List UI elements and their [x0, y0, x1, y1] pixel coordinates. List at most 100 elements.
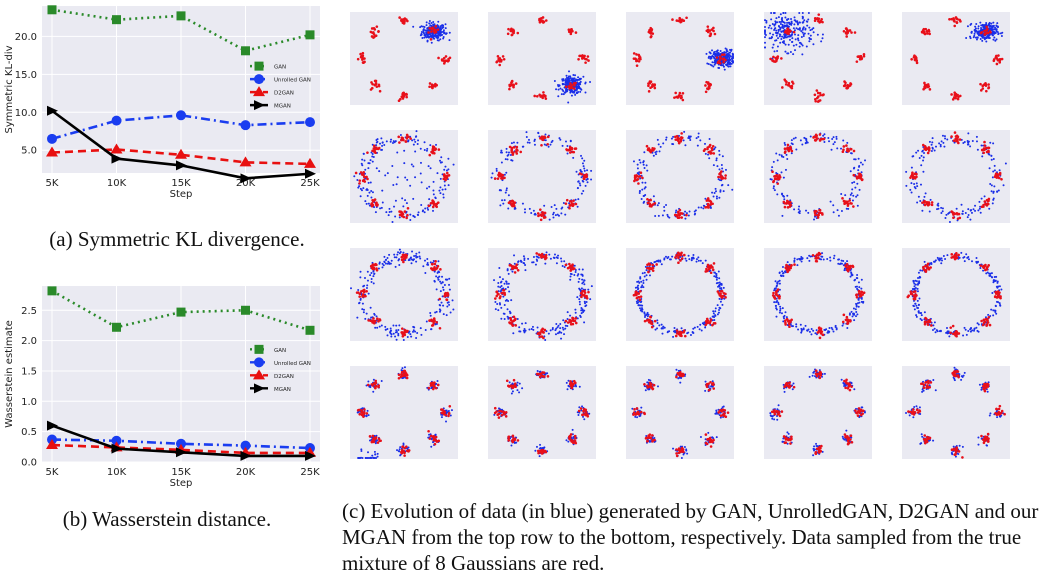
legend-marker: [254, 357, 264, 368]
scatter-cell: [626, 248, 734, 341]
y-axis-label: Symmetric KL-div: [4, 45, 15, 133]
real-points: [906, 252, 1002, 338]
generated-points: [632, 130, 734, 220]
scatter-cell: [626, 12, 734, 105]
data-point: [46, 439, 58, 450]
scatter-cell: [764, 12, 872, 105]
caption-b: (b) Wasserstein distance.: [62, 507, 272, 531]
x-tick-label: 5K: [46, 467, 59, 478]
data-point: [240, 440, 251, 451]
x-tick-label: 5K: [46, 178, 59, 189]
scatter-cell: [902, 248, 1010, 341]
data-point: [240, 450, 252, 461]
series-line: [51, 114, 311, 141]
data-point: [47, 420, 58, 431]
series-d2gan: [46, 143, 316, 168]
scatter-evolution-grid: [350, 12, 1010, 459]
data-point: [176, 110, 186, 121]
cell-background: [902, 248, 1010, 341]
data-point: [47, 286, 57, 296]
y-tick-labels: 0.0 0.5 1.0 1.5 2.0 2.5: [21, 306, 37, 469]
data-point: [305, 168, 316, 179]
data-point: [112, 15, 121, 25]
y-tick-label: 20.0: [15, 32, 37, 43]
data-point: [112, 322, 121, 332]
x-tick-labels: 5K 10K 15K 20K 25K: [46, 467, 321, 478]
x-tick-label: 10K: [107, 178, 127, 189]
real-points: [632, 16, 727, 102]
series-line: [51, 8, 311, 53]
y-tick-labels: 5.0 10.0 15.0 20.0: [15, 32, 37, 157]
data-point: [111, 153, 123, 164]
legend: GAN Unrolled GAN D2GAN MGAN: [250, 61, 311, 111]
legend-marker: [254, 74, 264, 85]
generated-points: [965, 21, 1004, 43]
data-point: [176, 438, 186, 449]
real-points: [632, 251, 727, 338]
real-points: [909, 131, 1003, 220]
real-points: [354, 133, 451, 220]
legend-marker: [253, 86, 265, 97]
scatter-row: [350, 130, 1010, 223]
x-tick-label: 15K: [171, 467, 191, 478]
chart-a-symmetric-kl: 5.0 10.0 15.0 20.0 5K 10K 15K 20K 25K Step Symmetr…: [4, 5, 320, 200]
gridlines: [42, 286, 320, 463]
scatter-cell: [350, 366, 458, 459]
scatter-cell: [902, 130, 1010, 223]
series-line: [51, 443, 310, 455]
legend-marker: [254, 61, 264, 71]
real-points: [494, 252, 590, 340]
y-tick-label: 10.0: [15, 108, 37, 119]
scatter-cell: [764, 248, 872, 341]
real-points: [910, 16, 1004, 101]
y-tick-label: 1.5: [21, 366, 37, 377]
real-points: [907, 369, 1006, 459]
data-point: [305, 325, 315, 335]
scatter-cell: [350, 248, 458, 341]
y-tick-label: 0.5: [21, 427, 37, 438]
legend-marker: [253, 369, 265, 380]
data-point: [305, 117, 315, 128]
x-tick-label: 20K: [236, 178, 256, 189]
real-points: [633, 132, 727, 219]
y-axis-label: Wasserstein estimate: [4, 320, 15, 428]
data-point: [240, 173, 252, 184]
series-mgan: [47, 420, 316, 461]
cell-background: [350, 130, 458, 223]
scatter-row: [350, 366, 1010, 459]
legend-marker: [254, 100, 265, 111]
data-point: [46, 146, 58, 157]
legend-label: D2GAN: [274, 374, 294, 380]
legend-label: GAN: [274, 65, 286, 71]
y-tick-label: 2.0: [21, 336, 37, 347]
legend-label: MGAN: [274, 387, 291, 393]
x-tick-label: 15K: [171, 178, 191, 189]
data-point: [111, 435, 122, 446]
legend-label: Unrolled GAN: [274, 361, 311, 367]
series-unrolled-gan: [47, 110, 315, 144]
scatter-row: [350, 248, 1010, 341]
real-points: [356, 16, 452, 103]
real-points: [632, 370, 730, 458]
series-line: [51, 289, 311, 332]
data-point: [47, 105, 58, 116]
scatter-cell: [764, 366, 872, 459]
data-point: [111, 443, 123, 454]
generated-points: [353, 130, 455, 223]
caption-c: (c) Evolution of data (in blue) generate…: [342, 499, 1039, 575]
generated-points: [412, 19, 451, 44]
real-points: [771, 133, 864, 219]
generated-points: [493, 251, 593, 341]
legend-label: MGAN: [274, 104, 291, 110]
legend-label: GAN: [274, 348, 286, 354]
real-points: [771, 251, 866, 340]
data-point: [240, 120, 251, 131]
legend-marker: [254, 344, 264, 354]
data-point: [47, 5, 57, 15]
data-point: [239, 156, 252, 167]
scatter-cell: [350, 130, 458, 223]
data-point: [176, 11, 186, 21]
x-tick-label: 25K: [300, 178, 320, 189]
series-line: [51, 148, 311, 166]
caption-a: (a) Symmetric KL divergence.: [49, 227, 305, 251]
